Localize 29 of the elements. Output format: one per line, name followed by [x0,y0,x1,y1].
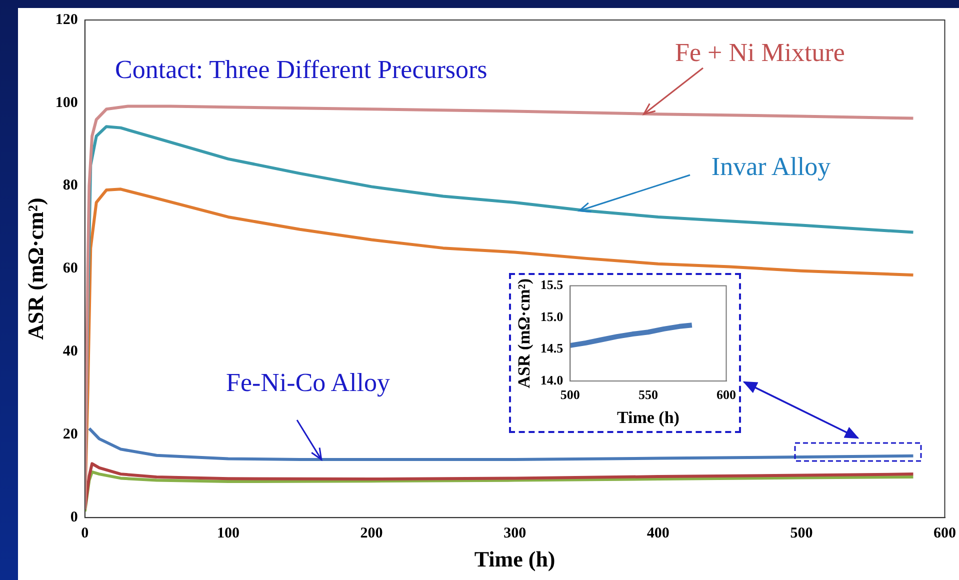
x-tick-label: 600 [934,525,956,542]
y-tick-label: 120 [55,12,78,28]
y-axis-title: ASR (mΩ·cm²) [514,278,534,388]
annotation: Fe + Ni Mixture [674,38,846,68]
x-tick-label: 300 [504,525,526,542]
y-tick-label: 100 [55,94,78,111]
y-tick-label: 14.5 [540,340,564,356]
annotation: Invar Alloy [710,152,832,182]
annotation: Fe-Ni-Co Alloy [225,368,391,398]
x-axis-title: Time (h) [616,408,680,428]
y-tick-label: 80 [62,178,78,194]
y-axis-title: ASR (mΩ·cm²) [22,198,48,340]
x-tick-label: 500 [790,525,813,542]
x-tick-label: 200 [360,525,383,542]
x-tick-label: 100 [216,525,240,542]
y-tick-label: 20 [62,426,78,443]
y-tick-label: 15.0 [540,308,564,324]
x-tick-label: 500 [560,387,580,402]
x-tick-label: 400 [646,525,670,542]
y-tick-label: 40 [62,344,78,360]
annotation: Contact: Three Different Precursors [115,55,488,85]
x-axis-title: Time (h) [474,546,556,572]
x-tick-label: 600 [716,387,736,402]
x-tick-label: 0 [81,525,89,542]
y-tick-label: 14.0 [540,372,564,388]
y-tick-label: 0 [70,509,78,526]
x-tick-label: 550 [638,387,658,402]
y-tick-label: 15.5 [540,277,564,292]
y-tick-label: 60 [62,260,78,277]
